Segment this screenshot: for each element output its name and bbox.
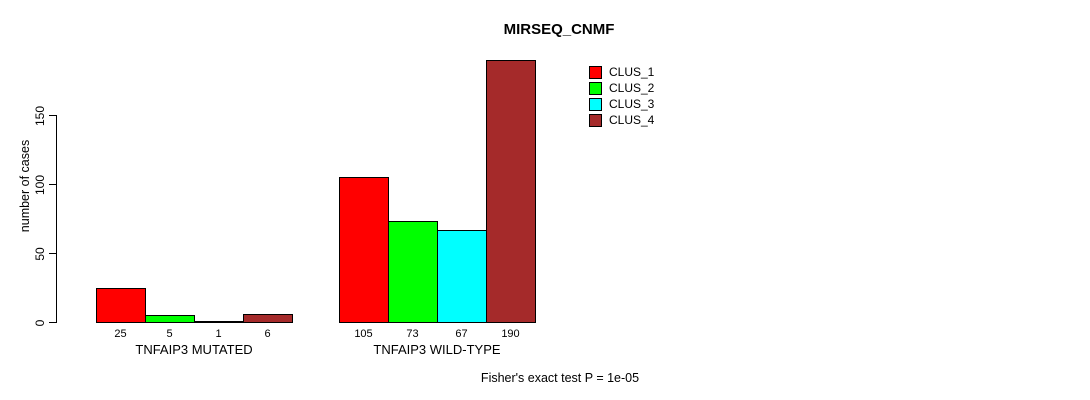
category-label: TNFAIP3 WILD-TYPE [373, 342, 501, 357]
bar-value-label: 1 [215, 328, 222, 340]
bar-value-label: 25 [114, 328, 127, 340]
legend-swatch-icon [589, 81, 602, 95]
legend-item-CLUS_3: CLUS_3 [589, 96, 654, 112]
legend-label: CLUS_2 [609, 81, 655, 95]
y-tick-label: 50 [33, 246, 47, 261]
y-tick-mark [49, 322, 56, 323]
legend-item-CLUS_1: CLUS_1 [589, 64, 654, 80]
legend-item-CLUS_2: CLUS_2 [589, 80, 654, 96]
bar-value-label: 5 [166, 328, 173, 340]
bar-CLUS_3 [437, 229, 487, 323]
y-tick-mark [49, 184, 56, 185]
bar-CLUS_2 [388, 221, 438, 323]
y-tick-label: 100 [33, 174, 47, 195]
bar-CLUS_1 [96, 287, 146, 323]
chart-title: MIRSEQ_CNMF [503, 21, 615, 38]
legend-swatch-icon [589, 97, 602, 111]
fisher-test-annotation: Fisher's exact test P = 1e-05 [480, 371, 640, 385]
bar-CLUS_4 [486, 59, 536, 323]
bar-CLUS_4 [243, 313, 293, 323]
legend-label: CLUS_3 [609, 97, 655, 111]
y-axis-label: number of cases [18, 139, 32, 233]
legend-label: CLUS_4 [609, 113, 655, 127]
bar-value-label: 67 [455, 328, 468, 340]
legend-item-CLUS_4: CLUS_4 [589, 112, 654, 128]
y-tick-mark [49, 115, 56, 116]
bar-value-label: 190 [501, 328, 520, 340]
bar-CLUS_3 [194, 320, 244, 323]
y-tick-label: 150 [33, 105, 47, 126]
legend-swatch-icon [589, 113, 602, 127]
legend-label: CLUS_1 [609, 65, 655, 79]
bar-value-label: 105 [354, 328, 373, 340]
category-label: TNFAIP3 MUTATED [135, 342, 253, 357]
bar-value-label: 73 [406, 328, 419, 340]
y-axis-line [56, 115, 57, 323]
legend: CLUS_1 CLUS_2 CLUS_3 CLUS_4 [589, 64, 654, 128]
bar-CLUS_2 [145, 315, 195, 323]
bar-CLUS_1 [339, 177, 389, 323]
y-tick-mark [49, 253, 56, 254]
legend-swatch-icon [589, 65, 602, 79]
bar-value-label: 6 [264, 328, 271, 340]
y-tick-label: 0 [33, 319, 47, 326]
